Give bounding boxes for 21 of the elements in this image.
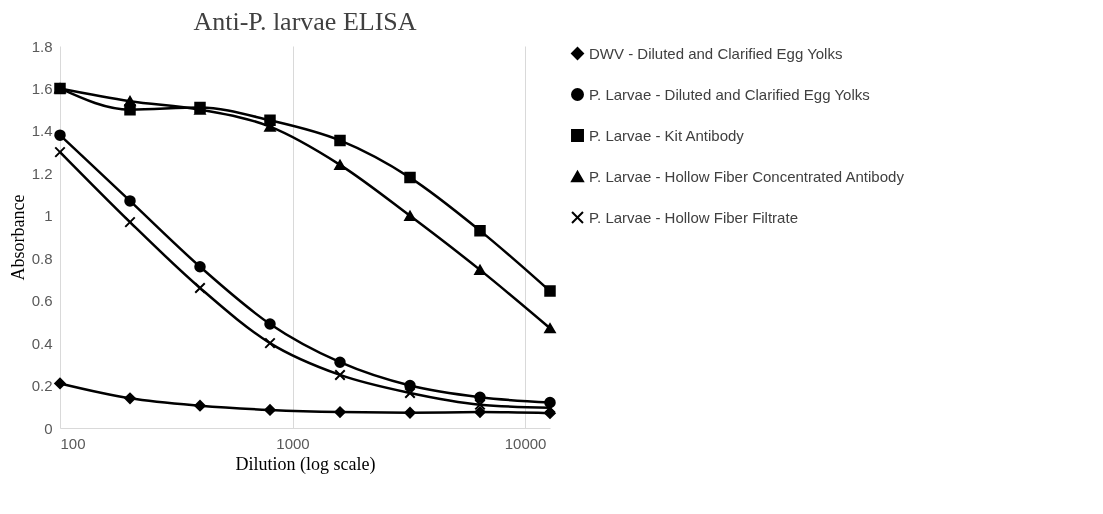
legend-label: P. Larvae - Hollow Fiber Filtrate [589,208,798,226]
chart-title: Anti-P. larvae ELISA [193,7,417,36]
y-tick-label: 0.8 [31,249,53,267]
y-tick-label: 1 [44,207,53,225]
y-tick-label: 0.4 [31,334,53,352]
y-tick-label: 0 [44,419,53,437]
y-tick-label: 1.2 [31,164,53,182]
legend-label: P. Larvae - Kit Antibody [589,126,745,144]
legend-label: DWV - Diluted and Clarified Egg Yolks [589,44,843,62]
x-tick-label: 10000 [504,434,547,452]
y-axis-title: Absorbance [7,194,28,281]
y-tick-label: 1.4 [31,122,53,140]
y-tick-label: 0.2 [31,377,53,395]
legend-label: P. Larvae - Diluted and Clarified Egg Yolks [589,85,870,103]
y-tick-label: 0.6 [31,292,53,310]
x-tick-label: 1000 [276,434,310,452]
y-tick-label: 1.8 [31,37,53,55]
x-tick-label: 100 [60,434,86,452]
x-axis-title: Dilution (log scale) [235,453,376,475]
legend-label: P. Larvae - Hollow Fiber Concentrated Antibody [589,167,905,185]
y-tick-label: 1.6 [31,79,53,97]
